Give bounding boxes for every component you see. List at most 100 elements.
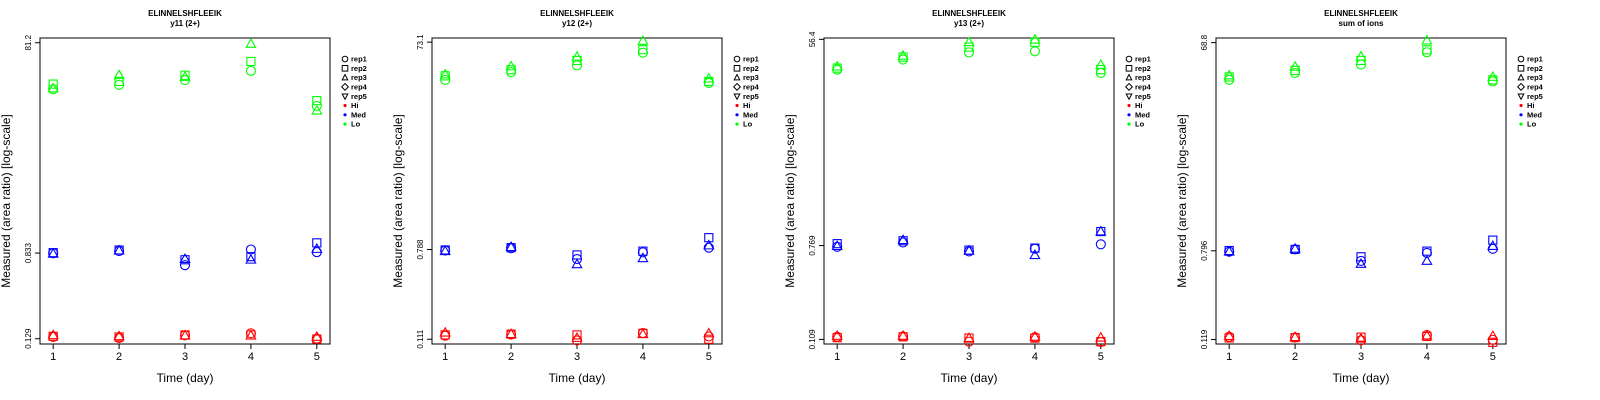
- data-point-hi-rep2: [898, 332, 908, 342]
- data-point-lo-rep3: [439, 68, 451, 79]
- legend-marker-rep3: [1125, 73, 1133, 81]
- y-axis-label: Measured (area ratio) [log-scale]: [784, 114, 797, 287]
- legend-label: rep4: [351, 83, 368, 92]
- data-point-hi-rep3: [311, 330, 323, 341]
- y-tick-label: 0.788: [416, 239, 425, 260]
- data-point-lo-rep1: [506, 67, 517, 78]
- data-point-med-rep3: [1029, 249, 1041, 260]
- data-point-med-rep3: [505, 241, 517, 252]
- data-point-med-rep3: [439, 245, 451, 256]
- data-point-hi-rep3: [1029, 330, 1041, 341]
- data-point-lo-rep3: [637, 34, 649, 45]
- data-point-hi-rep3: [963, 332, 975, 343]
- legend-label: rep3: [351, 73, 367, 82]
- legend-label: rep4: [1527, 83, 1544, 92]
- data-point-med-rep1: [179, 260, 191, 271]
- data-point-med-rep1: [898, 237, 909, 248]
- data-point-hi-rep3: [703, 327, 715, 338]
- data-point-lo-rep3: [1421, 34, 1433, 45]
- data-point-med-rep3: [1487, 240, 1499, 251]
- data-point-lo-rep1: [637, 47, 648, 58]
- legend-dot-hi: [735, 103, 739, 108]
- data-point-hi-rep3: [1421, 329, 1433, 340]
- x-tick-label: 2: [508, 351, 514, 363]
- data-point-lo-rep2: [898, 52, 908, 62]
- data-point-lo-rep3: [897, 49, 909, 60]
- x-axis-label: Time (day): [941, 371, 998, 385]
- data-point-med-rep2: [704, 233, 714, 243]
- y-axis-label: Measured (area ratio) [log-scale]: [0, 114, 13, 287]
- data-point-med-rep2: [246, 252, 256, 262]
- legend-label: Hi: [351, 101, 359, 110]
- y-tick-label: 0.109: [808, 329, 817, 350]
- data-point-lo-rep3: [963, 36, 975, 47]
- data-point-med-rep1: [703, 242, 714, 253]
- plot-frame: [431, 37, 723, 345]
- data-points: [47, 37, 323, 344]
- legend-label: rep5: [1135, 92, 1151, 101]
- y-tick-label: 0.833: [24, 243, 33, 264]
- y-tick-label: 0.769: [808, 235, 817, 256]
- data-point-med-rep2: [180, 255, 190, 265]
- legend-label: rep1: [1135, 55, 1151, 64]
- y-tick-label: 56.4: [808, 31, 817, 47]
- data-point-lo-rep3: [245, 37, 257, 48]
- x-tick-label: 2: [116, 351, 122, 363]
- data-point-med-rep2: [506, 243, 516, 253]
- data-point-med-rep3: [831, 240, 843, 251]
- data-point-lo-rep1: [48, 84, 59, 95]
- legend-marker-rep5: [1517, 93, 1525, 101]
- legend-label: rep1: [743, 55, 759, 64]
- data-point-hi-rep2: [48, 331, 58, 341]
- data-point-lo-rep1: [571, 60, 583, 71]
- data-point-med-rep2: [1356, 252, 1366, 262]
- panel-y13: ELINNELSHFLEEIK y13 (2+) 1 2 3 4 5 Time (day) 0.…: [784, 0, 1184, 400]
- data-point-lo-rep3: [113, 69, 125, 80]
- chart-title: ELINNELSHFLEEIK: [148, 9, 222, 18]
- data-point-hi-rep3: [1487, 330, 1499, 340]
- y-tick-label: 0.119: [1200, 329, 1209, 349]
- legend-marker-rep4: [1516, 82, 1526, 91]
- data-point-hi-rep3: [1095, 331, 1107, 342]
- data-point-lo-rep3: [311, 104, 323, 115]
- panel-y12: ELINNELSHFLEEIK y12 (2+) 1 2 3 4 5 Time (day) 0.…: [392, 0, 792, 400]
- data-point-med-rep3: [179, 253, 191, 264]
- data-point-lo-rep3: [1029, 33, 1041, 44]
- data-point-lo-rep3: [571, 50, 583, 61]
- legend-label: Hi: [743, 101, 751, 110]
- data-point-med-rep3: [1289, 242, 1301, 253]
- panel-sum-of-ions: ELINNELSHFLEEIK sum of ions 1 2 3 4 5 Time (day…: [1176, 0, 1576, 400]
- legend-dot-hi: [1127, 103, 1131, 108]
- data-point-med-rep2: [832, 239, 842, 249]
- data-point-lo-rep3: [1289, 60, 1301, 71]
- legend-marker-rep1: [1125, 55, 1133, 63]
- legend-marker-rep1: [733, 55, 741, 63]
- data-point-med-rep3: [1223, 245, 1235, 256]
- x-tick-label: 3: [1358, 351, 1364, 363]
- x-tick-label: 5: [1098, 351, 1104, 363]
- y-tick-label: 0.111: [416, 329, 425, 348]
- legend-label: rep2: [743, 64, 759, 73]
- data-point-med-rep3: [311, 242, 323, 253]
- data-point-med-rep2: [898, 236, 908, 246]
- data-point-lo-rep2: [638, 45, 648, 55]
- legend-dot-lo: [1519, 122, 1523, 126]
- data-point-hi-rep2: [114, 332, 124, 342]
- legend-dot-med: [1127, 113, 1131, 117]
- legend-label: rep1: [1527, 55, 1543, 64]
- legend-label: Hi: [1135, 101, 1143, 110]
- data-point-lo-rep1: [1029, 46, 1040, 57]
- legend-dot-lo: [735, 122, 739, 126]
- data-point-lo-rep1: [311, 100, 322, 111]
- data-point-med-rep3: [1421, 254, 1433, 265]
- legend-marker-rep2: [1517, 65, 1525, 72]
- data-point-lo-rep3: [1487, 70, 1499, 81]
- data-point-lo-rep2: [964, 42, 974, 52]
- legend-label: rep3: [1135, 73, 1151, 82]
- legend-marker-rep5: [1125, 93, 1133, 101]
